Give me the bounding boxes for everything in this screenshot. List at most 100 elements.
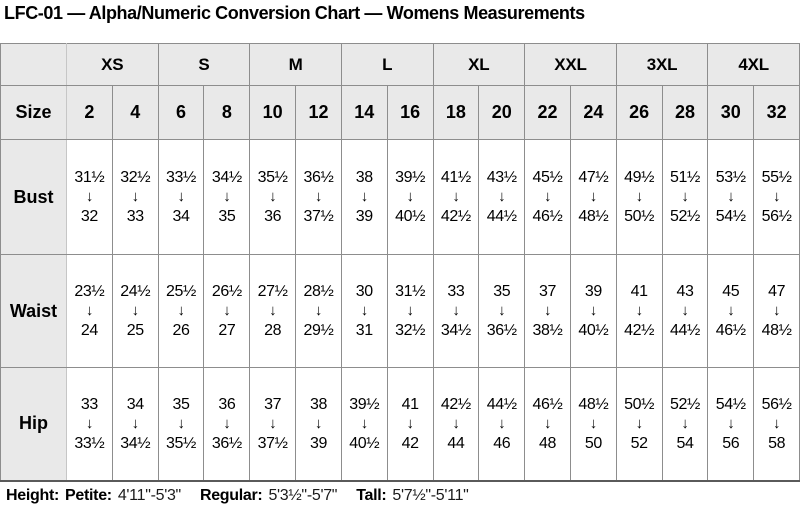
down-arrow-icon xyxy=(663,302,708,320)
numeric-size-cell: 20 xyxy=(478,85,526,140)
alpha-size-header: XS xyxy=(66,43,159,86)
from-value: 44½ xyxy=(486,395,517,413)
from-value: 36 xyxy=(218,395,236,413)
down-arrow-icon xyxy=(113,302,158,320)
measurement-cell: 51½ 52½ xyxy=(661,139,709,255)
down-arrow-icon xyxy=(204,302,249,320)
down-arrow-icon xyxy=(708,188,753,206)
down-arrow-icon xyxy=(204,188,249,206)
to-value: 33 xyxy=(126,208,144,225)
measurement-cell: 36 36½ xyxy=(203,367,251,481)
measurement-cell: 33 33½ xyxy=(66,367,113,481)
from-value: 26½ xyxy=(211,283,242,300)
measurement-cell: 49½ 50½ xyxy=(615,139,663,255)
from-value: 33 xyxy=(80,395,98,413)
height-range-value: 5'7½"-5'11" xyxy=(392,487,469,504)
down-arrow-icon xyxy=(250,415,295,433)
height-range-value: 4'11"-5'3" xyxy=(117,487,181,504)
from-value: 24½ xyxy=(120,283,151,300)
measurement-cell: 53½ 54½ xyxy=(707,139,755,255)
to-value: 56 xyxy=(722,434,740,452)
down-arrow-icon xyxy=(571,188,616,206)
down-arrow-icon xyxy=(434,302,479,320)
measurement-cell: 35 36½ xyxy=(478,254,526,368)
measurement-cell: 24½ 25 xyxy=(111,254,159,368)
down-arrow-icon xyxy=(754,302,799,320)
to-value: 52½ xyxy=(669,208,700,225)
measurement-cell: 31½ 32½ xyxy=(386,254,434,368)
to-value: 37½ xyxy=(257,434,288,452)
numeric-size-row: Size 2 4 6 8 10 12 14 16 18 20 22 24 26 … xyxy=(0,85,800,140)
measurement-cell: 33½ 34 xyxy=(157,139,205,255)
to-value: 38½ xyxy=(532,322,563,339)
down-arrow-icon xyxy=(525,415,570,433)
from-value: 35½ xyxy=(257,169,288,186)
measurement-cell: 42½ 44 xyxy=(432,367,480,481)
to-value: 35½ xyxy=(166,434,196,452)
measurement-cell: 38 39 xyxy=(340,139,388,255)
down-arrow-icon xyxy=(113,415,158,433)
numeric-size-cell: 22 xyxy=(524,85,571,140)
to-value: 34½ xyxy=(120,434,151,452)
to-value: 48 xyxy=(539,434,557,452)
to-value: 26 xyxy=(172,322,190,339)
from-value: 49½ xyxy=(624,169,655,186)
measurement-cell: 23½ 24 xyxy=(66,254,113,368)
measurement-cell: 39 40½ xyxy=(569,254,617,368)
down-arrow-icon xyxy=(388,188,433,206)
bust-row: Bust 31½ 32 32½ 33 33½ 34 34½ 35 35½ 36 36½ 37… xyxy=(0,139,800,255)
from-value: 39 xyxy=(584,283,602,300)
alpha-size-header: S xyxy=(157,43,251,86)
from-value: 41 xyxy=(401,395,419,413)
measurement-cell: 45 46½ xyxy=(707,254,755,368)
down-arrow-icon xyxy=(754,188,799,206)
measurement-cell: 45½ 46½ xyxy=(524,139,571,255)
alpha-size-header-row: XS S M L XL XXL 3XL 4XL xyxy=(0,43,800,86)
corner-cell xyxy=(0,43,67,86)
down-arrow-icon xyxy=(388,302,433,320)
measurement-cell: 52½ 54 xyxy=(661,367,709,481)
down-arrow-icon xyxy=(525,302,570,320)
from-value: 43 xyxy=(676,283,694,300)
down-arrow-icon xyxy=(296,188,341,206)
numeric-size-cell: 12 xyxy=(295,85,342,140)
page-title: LFC-01 — Alpha/Numeric Conversion Chart … xyxy=(4,3,585,23)
from-value: 48½ xyxy=(578,395,609,413)
to-value: 40½ xyxy=(578,322,609,339)
measurement-cell: 35 35½ xyxy=(157,367,205,481)
down-arrow-icon xyxy=(617,302,662,320)
from-value: 35 xyxy=(172,395,190,413)
to-value: 36½ xyxy=(211,434,242,452)
to-value: 37½ xyxy=(303,208,334,225)
to-value: 32½ xyxy=(395,322,426,339)
from-value: 31½ xyxy=(395,283,426,300)
to-value: 39 xyxy=(355,208,373,225)
down-arrow-icon xyxy=(388,415,433,433)
to-value: 40½ xyxy=(349,434,380,452)
numeric-size-cell: 16 xyxy=(386,85,434,140)
down-arrow-icon xyxy=(159,415,204,433)
measurement-cell: 41½ 42½ xyxy=(432,139,480,255)
measurement-cell: 43 44½ xyxy=(661,254,709,368)
to-value: 48½ xyxy=(761,322,792,339)
down-arrow-icon xyxy=(204,415,249,433)
waist-row: Waist 23½24 24½25 25½26 26½27 27½28 28½2… xyxy=(0,254,800,368)
from-value: 51½ xyxy=(669,169,700,186)
size-row-label: Size xyxy=(0,85,67,140)
height-range-label: Regular: xyxy=(199,487,263,504)
alpha-size-header: 3XL xyxy=(615,43,709,86)
to-value: 54 xyxy=(676,434,694,452)
alpha-size-header: L xyxy=(340,43,434,86)
from-value: 53½ xyxy=(715,169,746,186)
to-value: 50 xyxy=(584,434,602,452)
measurement-cell: 43½ 44½ xyxy=(478,139,526,255)
from-value: 54½ xyxy=(715,395,746,413)
height-note: Height: Petite: 4'11"-5'3" Regular: 5'3½… xyxy=(6,487,469,505)
down-arrow-icon xyxy=(67,415,112,433)
measurement-cell: 50½ 52 xyxy=(615,367,663,481)
numeric-size-cell: 26 xyxy=(615,85,663,140)
alpha-size-header: XL xyxy=(432,43,526,86)
from-value: 33½ xyxy=(166,169,196,186)
measurement-cell: 37 37½ xyxy=(249,367,297,481)
from-value: 34½ xyxy=(211,169,242,186)
